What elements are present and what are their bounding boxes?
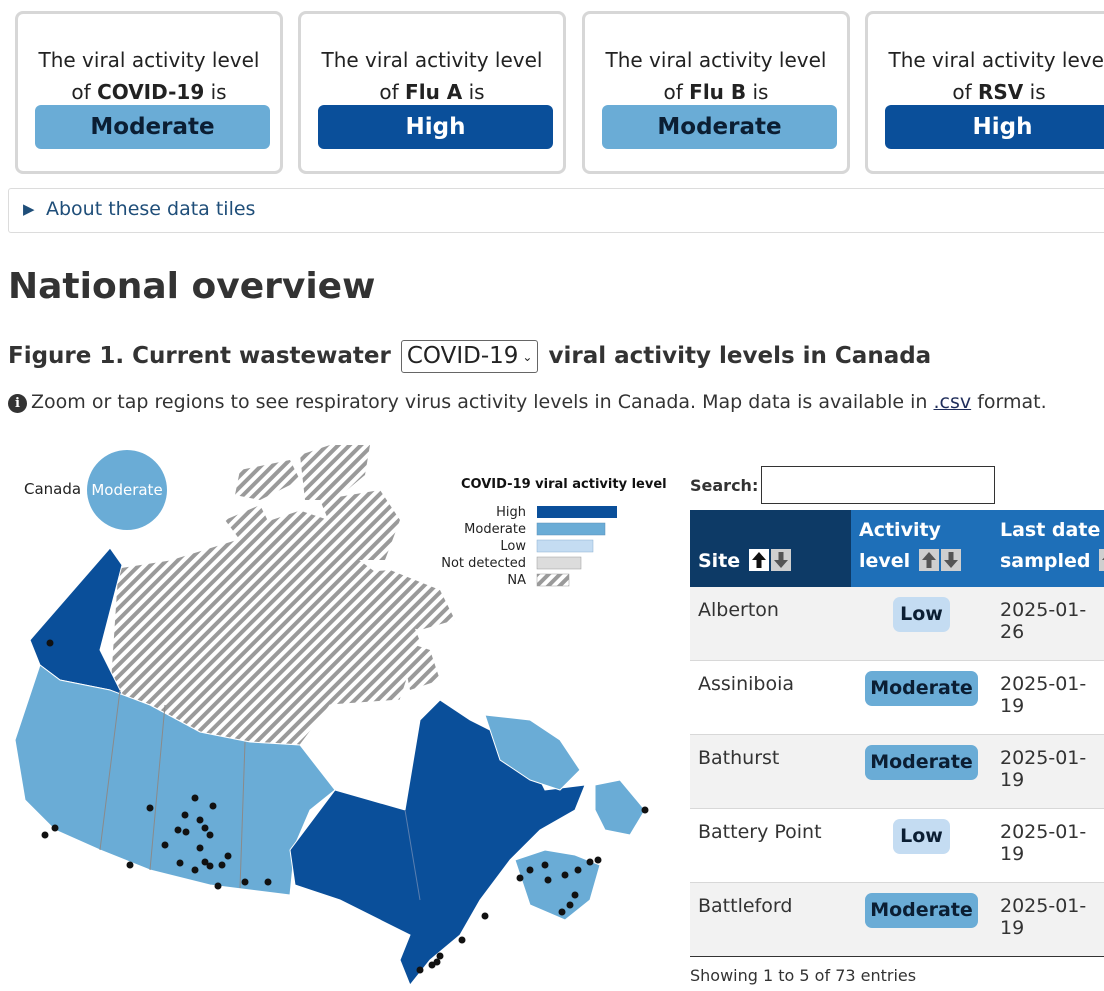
legend-title: COVID-19 viral activity level bbox=[461, 477, 667, 492]
activity-level-badge: Moderate bbox=[865, 893, 978, 928]
map-instructions: i Zoom or tap regions to see respiratory … bbox=[8, 391, 1047, 413]
csv-link[interactable]: .csv bbox=[933, 391, 972, 413]
legend-label-not-detected: Not detected bbox=[441, 556, 526, 571]
table-row: Assiniboia Moderate 2025-01-19 bbox=[690, 661, 1104, 735]
page-title: National overview bbox=[8, 266, 376, 307]
site-name: Alberton bbox=[698, 599, 779, 621]
canada-label: Canada bbox=[24, 480, 82, 498]
table-row: Battery Point Low 2025-01-19 bbox=[690, 809, 1104, 883]
legend-swatch-moderate bbox=[536, 522, 606, 536]
region-newfoundland-labrador[interactable] bbox=[484, 714, 581, 791]
legend-label-na: NA bbox=[507, 573, 526, 588]
legend-label-moderate: Moderate bbox=[464, 522, 526, 537]
details-summary-label: About these data tiles bbox=[46, 198, 256, 220]
tile-flu-a: The viral activity level of Flu A is Hig… bbox=[298, 11, 566, 174]
table-row: Bathurst Moderate 2025-01-19 bbox=[690, 735, 1104, 809]
last-date-sampled: 2025-01-19 bbox=[1000, 747, 1087, 791]
activity-level-badge: Moderate bbox=[35, 105, 270, 149]
region-territories-na[interactable] bbox=[109, 445, 455, 746]
tile-rsv: The viral activity level of RSV is High bbox=[865, 11, 1104, 174]
last-date-sampled: 2025-01-19 bbox=[1000, 821, 1087, 865]
column-header-activity-level[interactable]: Activity level bbox=[851, 510, 992, 587]
activity-level-badge: High bbox=[318, 105, 553, 149]
activity-level-badge: High bbox=[885, 105, 1104, 149]
about-data-tiles-details[interactable]: ▶ About these data tiles bbox=[8, 188, 1104, 233]
sort-ascending-icon[interactable] bbox=[748, 549, 769, 571]
search-label: Search: bbox=[690, 476, 759, 495]
legend-swatch-low bbox=[536, 539, 594, 553]
search-input[interactable] bbox=[761, 466, 995, 504]
region-western-provinces[interactable] bbox=[14, 664, 336, 896]
legend-label-high: High bbox=[496, 505, 526, 520]
region-ontario-quebec[interactable] bbox=[289, 699, 586, 986]
figure-caption: Figure 1. Current wastewater COVID-19 ⌄ v… bbox=[8, 340, 931, 373]
table-bottom-border bbox=[690, 956, 1104, 957]
last-date-sampled: 2025-01-26 bbox=[1000, 599, 1087, 643]
legend-swatch-high bbox=[537, 506, 617, 518]
site-name: Battleford bbox=[698, 895, 793, 917]
activity-level-badge: Low bbox=[893, 819, 950, 854]
table-row: Battleford Moderate 2025-01-19 bbox=[690, 883, 1104, 957]
canada-map[interactable] bbox=[0, 430, 670, 990]
last-date-sampled: 2025-01-19 bbox=[1000, 673, 1087, 717]
column-header-last-date-sampled[interactable]: Last date sampled bbox=[992, 510, 1104, 587]
activity-level-badge: Moderate bbox=[865, 671, 978, 706]
column-header-site[interactable]: Site bbox=[690, 510, 851, 587]
tile-flu-b: The viral activity level of Flu B is Mod… bbox=[582, 11, 850, 174]
legend-label-low: Low bbox=[500, 539, 526, 554]
sort-descending-icon[interactable] bbox=[770, 549, 791, 571]
expand-triangle-icon: ▶ bbox=[23, 200, 35, 218]
tile-text: The viral activity level of Flu A is bbox=[321, 48, 543, 104]
tile-text: The viral activity level of Flu B is bbox=[605, 48, 827, 104]
activity-level-badge: Low bbox=[893, 597, 950, 632]
table-info: Showing 1 to 5 of 73 entries bbox=[690, 966, 917, 985]
chevron-down-icon: ⌄ bbox=[522, 349, 533, 364]
activity-level-badge: Moderate bbox=[865, 745, 978, 780]
virus-select[interactable]: COVID-19 ⌄ bbox=[400, 340, 539, 373]
site-name: Battery Point bbox=[698, 821, 822, 843]
sort-descending-icon[interactable] bbox=[940, 549, 961, 571]
tile-text: The viral activity level of COVID-19 is bbox=[38, 48, 260, 104]
canada-level-bubble[interactable]: Moderate bbox=[87, 450, 167, 530]
wastewater-site-markers bbox=[41, 639, 649, 974]
legend-swatch-na bbox=[536, 573, 570, 587]
site-name: Bathurst bbox=[698, 747, 780, 769]
site-name: Assiniboia bbox=[698, 673, 795, 695]
figure-caption-suffix: viral activity levels in Canada bbox=[548, 342, 932, 369]
sort-ascending-icon[interactable] bbox=[1099, 549, 1104, 571]
info-icon: i bbox=[8, 394, 27, 413]
activity-level-badge: Moderate bbox=[602, 105, 837, 149]
tile-text: The viral activity level of RSV is bbox=[888, 48, 1104, 104]
last-date-sampled: 2025-01-19 bbox=[1000, 895, 1087, 939]
sort-ascending-icon[interactable] bbox=[918, 549, 939, 571]
tile-covid-19: The viral activity level of COVID-19 is … bbox=[15, 11, 283, 174]
legend-swatch-not-detected bbox=[536, 556, 582, 570]
figure-caption-prefix: Figure 1. Current wastewater bbox=[8, 342, 391, 369]
table-row: Alberton Low 2025-01-26 bbox=[690, 587, 1104, 661]
